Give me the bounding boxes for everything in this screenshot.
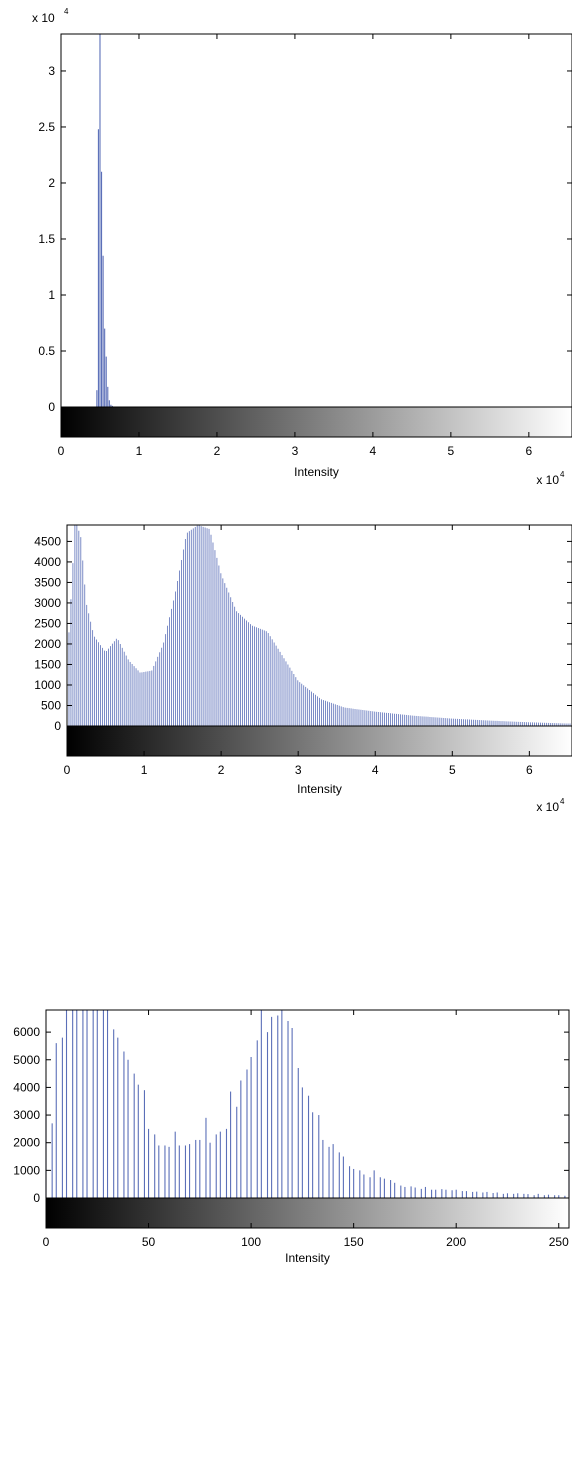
intensity-colorbar bbox=[61, 407, 572, 437]
x-tick-label: 0 bbox=[43, 1235, 50, 1249]
y-tick-label: 500 bbox=[41, 698, 61, 712]
x-axis-multiplier: x 10 bbox=[536, 800, 559, 814]
x-axis-label: Intensity bbox=[297, 782, 342, 796]
x-tick-label: 3 bbox=[292, 444, 299, 458]
y-tick-label: 1000 bbox=[34, 678, 61, 692]
axes-box bbox=[45, 1009, 570, 1229]
y-tick-label: 0 bbox=[33, 1191, 40, 1205]
y-tick-label: 6000 bbox=[13, 1025, 40, 1039]
x-tick-label: 0 bbox=[64, 763, 71, 777]
y-tick-label: 0 bbox=[54, 719, 61, 733]
y-tick-label: 4500 bbox=[34, 534, 61, 548]
y-tick-label: 4000 bbox=[34, 555, 61, 569]
x-axis-label: Intensity bbox=[285, 1251, 330, 1265]
intensity-colorbar bbox=[67, 726, 572, 756]
x-tick-label: 5 bbox=[448, 444, 455, 458]
x-tick-label: 1 bbox=[136, 444, 143, 458]
x-tick-label: 250 bbox=[549, 1235, 569, 1249]
y-tick-label: 0.5 bbox=[38, 344, 55, 358]
y-tick-label: 0 bbox=[48, 400, 55, 414]
y-tick-label: 2000 bbox=[34, 637, 61, 651]
bars-group bbox=[96, 34, 117, 407]
x-tick-label: 200 bbox=[446, 1235, 466, 1249]
x-tick-label: 4 bbox=[370, 444, 377, 458]
y-tick-label: 1000 bbox=[13, 1163, 40, 1177]
x-tick-label: 100 bbox=[241, 1235, 261, 1249]
y-axis-multiplier-exponent: 4 bbox=[64, 7, 69, 16]
x-tick-label: 5 bbox=[449, 763, 456, 777]
y-tick-label: 5000 bbox=[13, 1053, 40, 1067]
x-tick-label: 1 bbox=[141, 763, 148, 777]
y-tick-label: 1.5 bbox=[38, 232, 55, 246]
y-tick-label: 3000 bbox=[13, 1108, 40, 1122]
bars-group bbox=[66, 525, 571, 726]
y-axis-multiplier: x 10 bbox=[32, 11, 55, 25]
x-axis-multiplier: x 10 bbox=[536, 473, 559, 487]
y-tick-label: 4000 bbox=[13, 1080, 40, 1094]
x-tick-label: 3 bbox=[295, 763, 302, 777]
plot-area bbox=[46, 1010, 569, 1228]
y-tick-label: 2500 bbox=[34, 616, 61, 630]
x-tick-label: 0 bbox=[58, 444, 65, 458]
y-tick-label: 3500 bbox=[34, 575, 61, 589]
y-tick-label: 2 bbox=[48, 176, 55, 190]
axes-box bbox=[66, 524, 572, 757]
y-tick-label: 2000 bbox=[13, 1136, 40, 1150]
y-tick-label: 1 bbox=[48, 288, 55, 302]
x-tick-label: 50 bbox=[142, 1235, 156, 1249]
x-tick-label: 6 bbox=[525, 444, 532, 458]
x-tick-label: 6 bbox=[526, 763, 533, 777]
bars-group bbox=[45, 1010, 570, 1198]
x-axis-multiplier-exponent: 4 bbox=[560, 470, 565, 479]
y-tick-label: 2.5 bbox=[38, 120, 55, 134]
histogram-chart-2: 0 500 1000 1500 2000 2500 3000 3500 4000 4500 0 1 2 3… bbox=[34, 524, 572, 814]
histogram-chart-3: 0 1000 2000 3000 4000 5000 6000 0 50 100 150 200 250… bbox=[13, 1009, 570, 1265]
plot-area bbox=[61, 34, 572, 437]
y-tick-label: 3000 bbox=[34, 596, 61, 610]
x-tick-label: 4 bbox=[372, 763, 379, 777]
x-tick-label: 2 bbox=[218, 763, 225, 777]
intensity-colorbar bbox=[46, 1198, 569, 1228]
y-tick-label: 3 bbox=[48, 64, 55, 78]
x-axis-multiplier-exponent: 4 bbox=[560, 797, 565, 806]
axes-box bbox=[60, 33, 572, 438]
x-tick-label: 2 bbox=[214, 444, 221, 458]
x-tick-label: 150 bbox=[344, 1235, 364, 1249]
y-tick-label: 1500 bbox=[34, 657, 61, 671]
x-axis-label: Intensity bbox=[294, 465, 339, 479]
